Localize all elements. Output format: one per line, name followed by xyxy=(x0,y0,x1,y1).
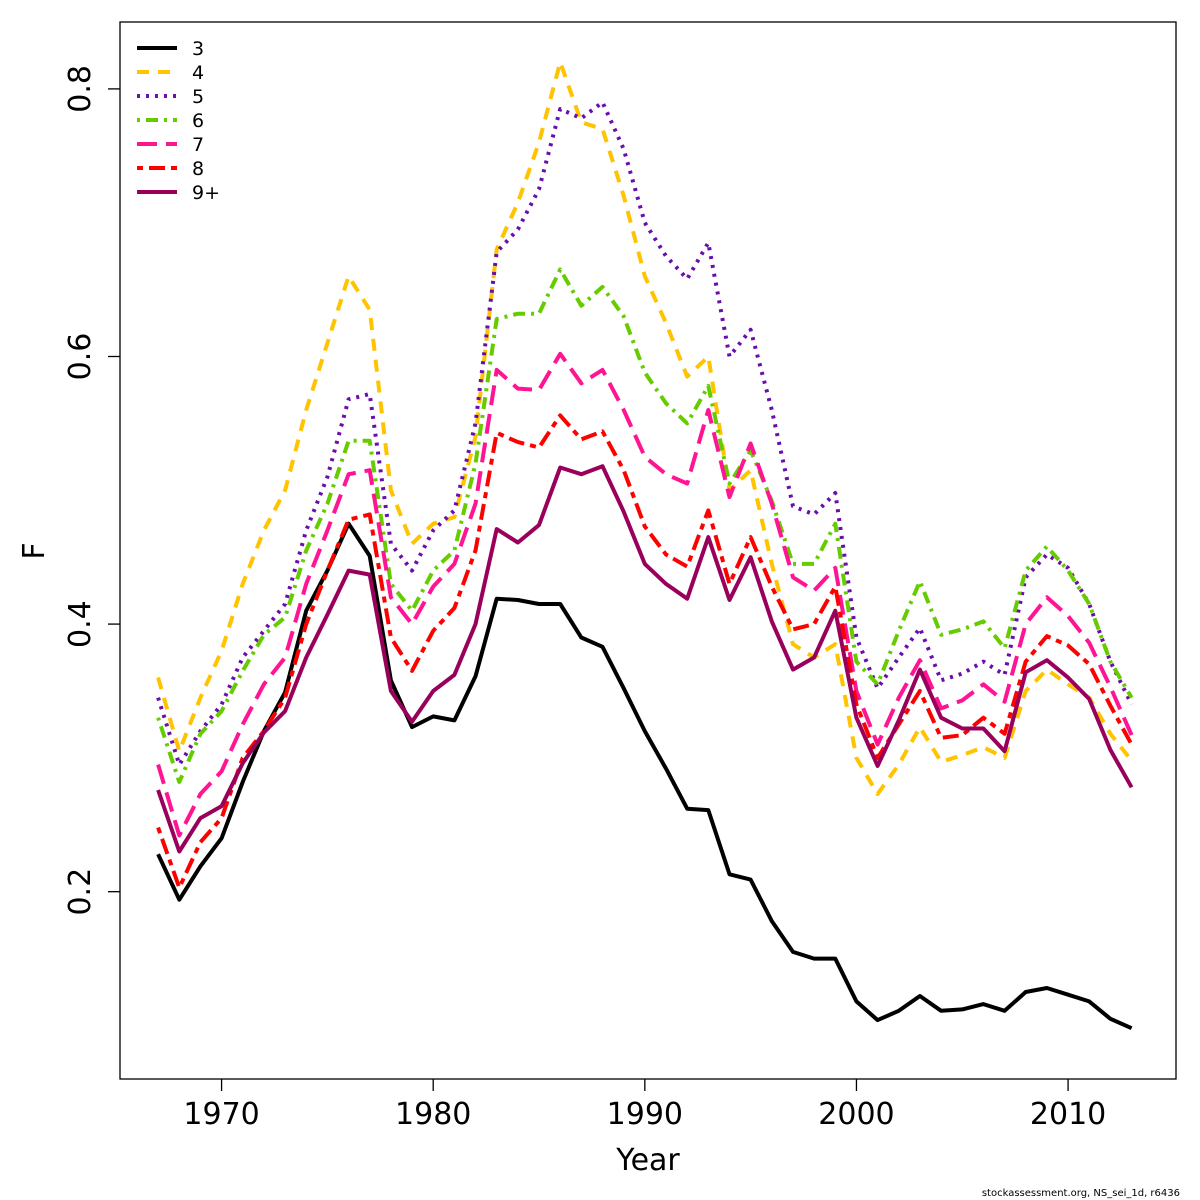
legend-label: 7 xyxy=(192,134,204,156)
x-axis-title: Year xyxy=(615,1143,680,1178)
x-axis: 1970 1980 1990 2000 2010 xyxy=(183,1079,1106,1132)
y-tick-label: 0.2 xyxy=(63,868,98,916)
series-line-3 xyxy=(156,521,1133,1031)
legend-label: 5 xyxy=(192,86,204,108)
x-tick-label: 1990 xyxy=(607,1097,683,1132)
y-axis: 0.2 0.4 0.6 0.8 xyxy=(63,65,120,916)
series-line-9plus xyxy=(156,464,1134,854)
legend-label: 6 xyxy=(192,110,204,132)
series-line-5 xyxy=(156,100,1134,767)
x-tick-label: 1970 xyxy=(183,1097,259,1132)
legend-label: 9+ xyxy=(192,182,220,204)
legend-label: 3 xyxy=(192,38,204,60)
footer-credit: stockassessment.org, NS_sei_1d, r6436 xyxy=(982,1188,1180,1199)
y-axis-title: F xyxy=(17,542,52,559)
y-tick-label: 0.6 xyxy=(63,333,98,381)
series-line-4 xyxy=(156,60,1134,796)
plot-frame xyxy=(119,21,1177,1080)
series-layer xyxy=(156,60,1134,1031)
x-tick-label: 2000 xyxy=(818,1097,894,1132)
series-line-6 xyxy=(156,267,1134,784)
y-tick-label: 0.8 xyxy=(63,65,98,113)
y-tick-label: 0.4 xyxy=(63,600,98,648)
x-tick-label: 1980 xyxy=(395,1097,471,1132)
legend-label: 8 xyxy=(192,158,204,180)
series-line-8 xyxy=(156,413,1134,890)
x-tick-label: 2010 xyxy=(1030,1097,1106,1132)
series-line-7 xyxy=(156,351,1134,838)
legend-label: 4 xyxy=(192,62,204,84)
